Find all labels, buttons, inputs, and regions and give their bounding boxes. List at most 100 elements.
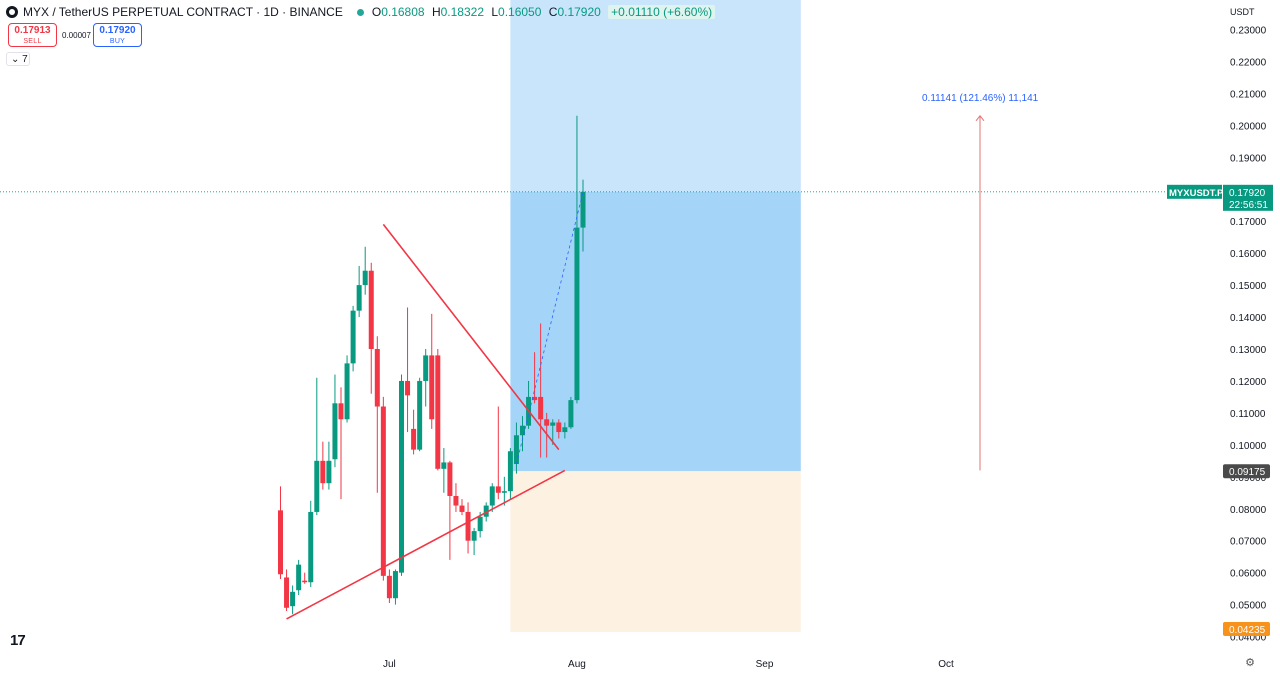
candle-body [314, 460, 320, 512]
candle-body [284, 577, 290, 608]
candle-body [290, 591, 296, 607]
sell-label: SELL [23, 38, 42, 45]
gear-icon[interactable]: ⚙ [1245, 657, 1255, 669]
price-tag-entry-bg [1223, 464, 1270, 479]
candle-body [338, 403, 344, 420]
candle-body [544, 419, 550, 426]
countdown-timer: 22:56:51 [1229, 200, 1268, 211]
candle-body [459, 505, 465, 512]
candle [278, 486, 283, 580]
candle-body [507, 451, 513, 492]
sell-price: 0.17913 [14, 25, 51, 36]
currency-label: USDT [1230, 7, 1255, 17]
candle [417, 377, 423, 452]
profit-zone-filled [510, 191, 801, 472]
candle [344, 355, 350, 423]
candle-body [350, 310, 356, 364]
candle-body [489, 486, 495, 506]
candle-body [568, 400, 574, 428]
indicators-count: 7 [22, 54, 28, 65]
current-price-tag-bg [1223, 184, 1273, 211]
low-value: 0.16050 [498, 5, 542, 19]
candle [501, 476, 507, 506]
target-label: 0.11141 (121.46%) 11,141 [922, 93, 1039, 104]
candle-body [550, 422, 556, 426]
candle-body [374, 349, 380, 407]
candle-body [392, 571, 398, 599]
current-price-value: 0.17920 [1229, 188, 1266, 199]
y-tick-label: 0.15000 [1230, 281, 1267, 292]
candle-body [344, 363, 350, 420]
candle [532, 352, 538, 404]
chart-header: MYX / TetherUS PERPETUAL CONTRACT · 1D ·… [6, 4, 716, 20]
candle-body [538, 396, 544, 420]
y-tick-label: 0.12000 [1230, 377, 1267, 388]
candle [362, 246, 368, 295]
close-label: C [548, 5, 558, 19]
candle-body [574, 227, 580, 401]
candle [356, 265, 362, 318]
candle-body [477, 516, 483, 532]
loss-zone [510, 471, 801, 632]
candle-body [580, 191, 586, 228]
candle [392, 569, 398, 605]
candle-body [296, 564, 302, 591]
candle [459, 499, 465, 516]
y-tick-label: 0.07000 [1230, 537, 1267, 548]
y-tick-label: 0.19000 [1230, 153, 1267, 164]
candle-body [417, 380, 423, 450]
profit-zone-upper [510, 29, 801, 192]
y-tick-label: 0.21000 [1230, 89, 1267, 100]
symbol-logo-icon [6, 6, 18, 18]
candle [580, 179, 586, 252]
y-tick-label: 0.05000 [1230, 601, 1267, 612]
sell-button[interactable]: 0.17913 SELL [8, 23, 57, 47]
candle [399, 374, 404, 576]
spread-value: 0.00007 [62, 31, 91, 40]
candle-body [302, 580, 308, 583]
candle [489, 483, 495, 512]
candle [332, 374, 338, 468]
candle [538, 323, 544, 458]
candle [574, 115, 580, 404]
candle-body [362, 270, 368, 286]
candle-body [513, 435, 519, 465]
candle [447, 460, 453, 560]
open-value: 0.16808 [381, 5, 425, 19]
candle [465, 502, 471, 554]
position-path-line [516, 191, 584, 465]
x-tick-label: Aug [568, 659, 586, 670]
candle-body [562, 427, 568, 433]
price-tag-stop: 0.04235 [1229, 625, 1266, 636]
buy-button[interactable]: 0.17920 BUY [93, 23, 142, 47]
long-position-tool[interactable] [510, 0, 801, 632]
y-tick-label: 0.13000 [1230, 345, 1267, 356]
x-tick-label: Jul [383, 659, 396, 670]
candle [507, 448, 513, 500]
buy-price: 0.17920 [99, 25, 136, 36]
symbol-title[interactable]: MYX / TetherUS PERPETUAL CONTRACT · 1D ·… [23, 5, 343, 19]
trendline-descending [382, 223, 560, 451]
candle [471, 527, 477, 556]
candle [405, 307, 411, 433]
candle [453, 483, 459, 512]
candle-body [399, 380, 404, 573]
close-value: 0.17920 [557, 5, 601, 19]
change-value: +0.01110 (+6.60%) [608, 5, 716, 19]
ohlc-values: O0.16808 H0.18322 L0.16050 C0.17920 +0.0… [372, 5, 716, 19]
low-label: L [491, 5, 499, 19]
indicators-toggle[interactable]: ⌄ 7 [6, 52, 30, 66]
high-label: H [431, 5, 441, 19]
candles [278, 115, 586, 615]
candle [314, 377, 320, 516]
symbol-tag-label: MYXUSDT.P [1169, 188, 1224, 199]
candle [520, 416, 525, 452]
candle-body [520, 425, 525, 436]
candle-body [532, 396, 538, 401]
x-tick-label: Oct [938, 659, 954, 670]
candle-body [556, 422, 562, 433]
candle [380, 396, 386, 581]
y-tick-label: 0.04000 [1230, 633, 1267, 644]
tradingview-logo-icon[interactable]: 17 [10, 632, 26, 649]
